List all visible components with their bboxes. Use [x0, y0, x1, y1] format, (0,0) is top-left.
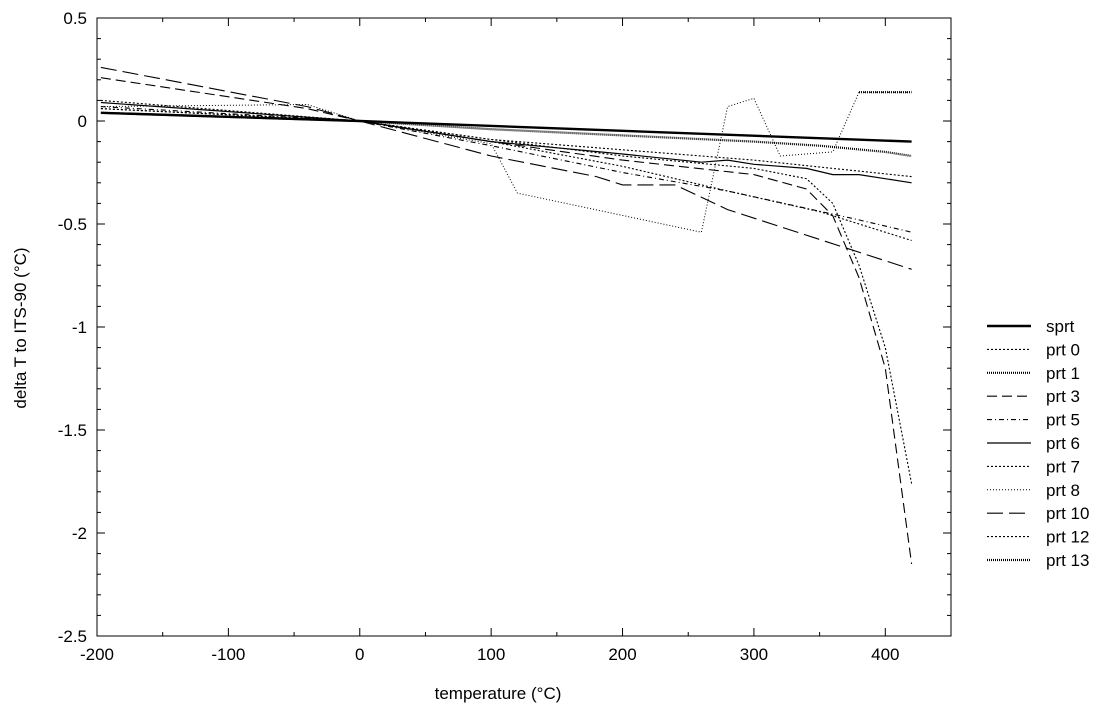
legend-item: prt 12 [987, 528, 1089, 547]
legend-label: prt 7 [1046, 457, 1080, 476]
x-tick-label: -200 [80, 645, 114, 664]
legend-item: prt 5 [987, 411, 1080, 430]
x-tick-label: 300 [740, 645, 768, 664]
legend-item: prt 1 [987, 364, 1080, 383]
y-tick-label: -1.5 [58, 421, 87, 440]
legend-item: prt 13 [987, 551, 1089, 570]
y-axis-label: delta T to ITS-90 (°C) [11, 247, 30, 408]
legend-label: prt 5 [1046, 411, 1080, 430]
legend-label: prt 10 [1046, 504, 1089, 523]
legend-item: prt 6 [987, 434, 1080, 453]
legend-item: prt 3 [987, 387, 1080, 406]
series-line-prt-10 [100, 66, 912, 270]
legend-label: prt 13 [1046, 551, 1089, 570]
y-tick-label: -2 [72, 524, 87, 543]
y-tick-label: -2.5 [58, 627, 87, 646]
legend-label: prt 12 [1046, 528, 1089, 547]
x-tick-label: -100 [211, 645, 245, 664]
legend-item: prt 8 [987, 481, 1080, 500]
series-line-prt-0 [100, 108, 913, 484]
legend-label: sprt [1046, 317, 1075, 336]
x-axis-label: temperature (°C) [435, 684, 562, 703]
legend-label: prt 8 [1046, 481, 1080, 500]
legend-label: prt 6 [1046, 434, 1080, 453]
legend: sprt prt 0 prt 1 prt 3 prt 5 prt 6 prt 7 prt 8 p… [987, 317, 1089, 570]
series-lines [100, 66, 913, 564]
series-line-prt-3 [100, 77, 913, 564]
legend-item: prt 0 [987, 340, 1080, 359]
axes: -200 -100 0 100 200 300 400 0.5 0 -0.5 -1 -1.5 -2 -2.… [58, 9, 952, 664]
x-tick-label: 100 [477, 645, 505, 664]
x-tick-label: 400 [871, 645, 899, 664]
series-line-prt-5 [100, 106, 912, 233]
y-tick-label: -0.5 [58, 215, 87, 234]
y-tick-label: -1 [72, 318, 87, 337]
legend-label: prt 1 [1046, 364, 1080, 383]
x-tick-label: 0 [355, 645, 364, 664]
legend-item: sprt [987, 317, 1075, 336]
x-tick-label: 200 [608, 645, 636, 664]
legend-label: prt 0 [1046, 340, 1080, 359]
y-tick-label: 0 [78, 112, 87, 131]
series-line-prt-1 [100, 111, 912, 158]
legend-item: prt 7 [987, 457, 1080, 476]
series-line-prt-12 [100, 99, 912, 242]
y-tick-label: 0.5 [63, 9, 87, 28]
legend-item: prt 10 [987, 504, 1089, 523]
legend-label: prt 3 [1046, 387, 1080, 406]
series-line-sprt [100, 111, 912, 143]
